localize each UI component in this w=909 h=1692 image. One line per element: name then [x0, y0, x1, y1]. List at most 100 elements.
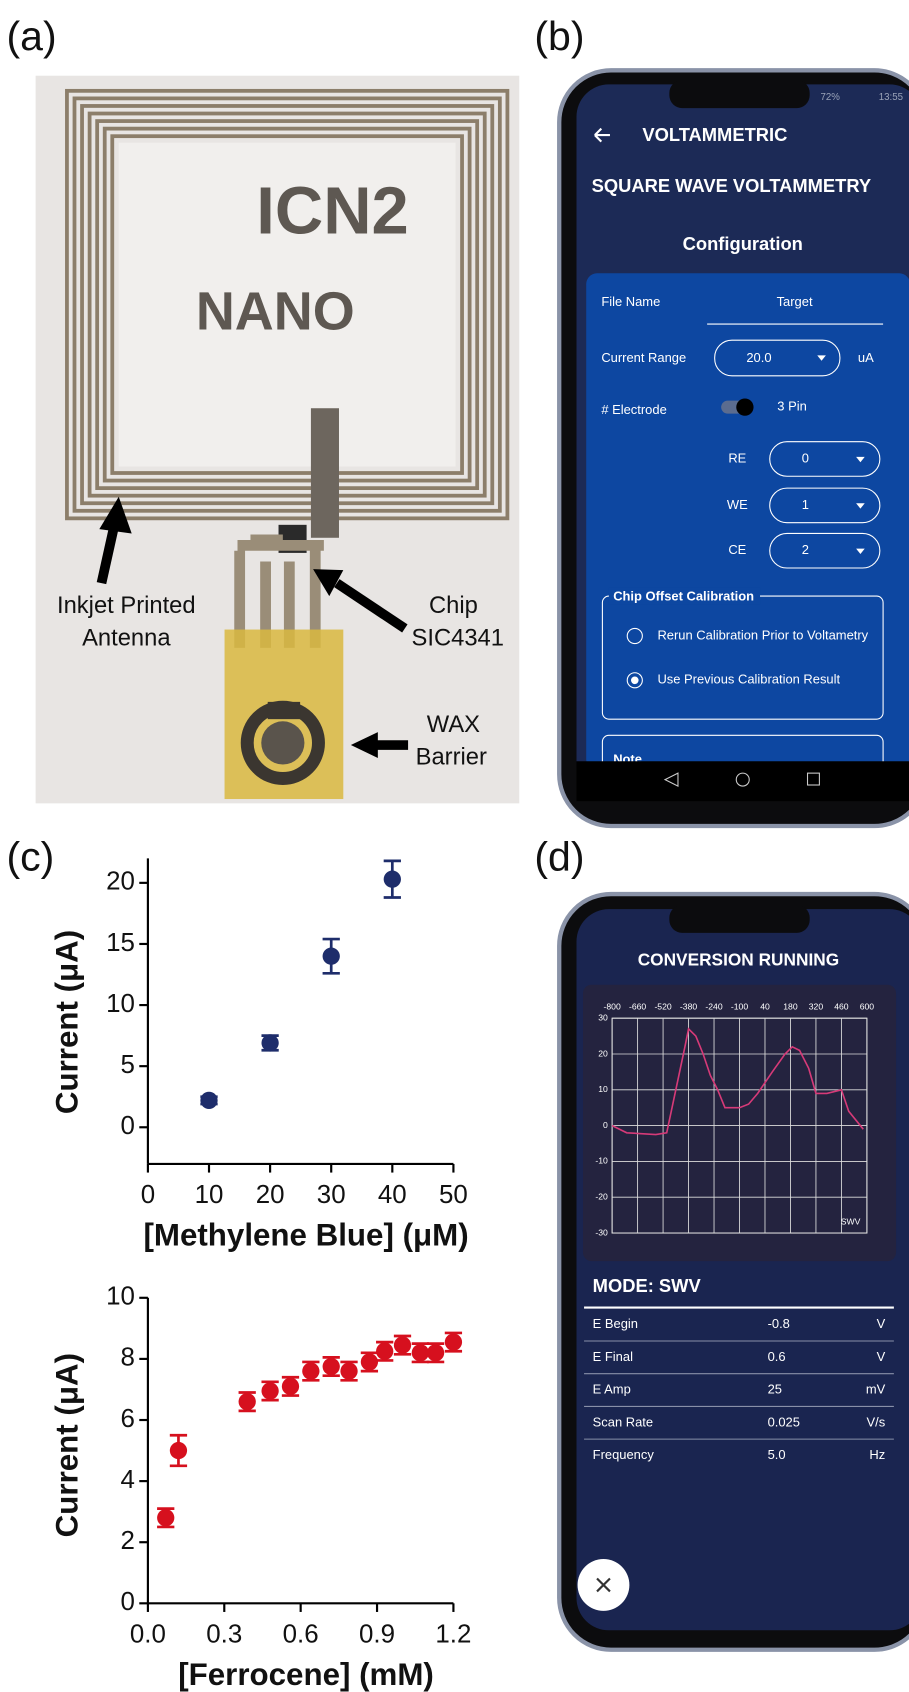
- param-value: 25: [768, 1382, 782, 1397]
- y-tick-label: 10: [598, 1084, 608, 1094]
- section-title: Configuration: [683, 233, 803, 254]
- panel-label: (b): [534, 13, 584, 59]
- annotation: Barrier: [416, 743, 487, 770]
- screen-title: CONVERSION RUNNING: [638, 950, 839, 970]
- y-tick-label: 6: [121, 1405, 135, 1433]
- annotation: Inkjet Printed: [57, 592, 196, 619]
- x-tick-label: -240: [705, 1002, 722, 1012]
- x-tick-label: 0: [141, 1181, 155, 1209]
- x-tick-label: 20: [256, 1181, 285, 1209]
- y-tick-label: 30: [598, 1012, 608, 1022]
- x-tick-label: -100: [731, 1002, 748, 1012]
- panel-label: (c): [6, 833, 54, 879]
- param-name: E Final: [593, 1349, 633, 1364]
- electrode-name: WE: [727, 497, 748, 512]
- point: [323, 948, 340, 965]
- point: [445, 1333, 462, 1350]
- annotation: SWV: [841, 1217, 861, 1227]
- annotation: Antenna: [82, 625, 171, 652]
- y-tick-label: 2: [121, 1527, 135, 1555]
- x-tick-label: 40: [760, 1002, 770, 1012]
- point: [170, 1442, 187, 1459]
- point: [323, 1358, 340, 1375]
- y-tick-label: -30: [595, 1227, 608, 1237]
- mode-title: MODE: SWV: [593, 1275, 702, 1296]
- file-name-input[interactable]: Target: [777, 294, 813, 309]
- point: [200, 1092, 217, 1109]
- y-tick-label: -20: [595, 1192, 608, 1202]
- panel-label: (d): [534, 833, 584, 879]
- radio-label: Use Previous Calibration Result: [657, 672, 840, 687]
- group-title: Chip Offset Calibration: [613, 589, 754, 604]
- device-photo: ICN2 NANO Inkjet Printed Antenna Chip SI…: [36, 76, 520, 804]
- param-name: E Begin: [593, 1316, 638, 1331]
- status-time: 13:55: [879, 92, 903, 103]
- param-value: 0.025: [768, 1414, 800, 1429]
- field-label: File Name: [601, 294, 660, 309]
- electrode-name: CE: [728, 542, 746, 557]
- x-tick-label: 0.9: [359, 1621, 395, 1649]
- field-label: # Electrode: [601, 402, 666, 417]
- status-battery: 72%: [820, 92, 840, 103]
- annotation: Chip: [429, 592, 478, 619]
- panel-label: (a): [6, 13, 56, 59]
- x-tick-label: 30: [317, 1181, 346, 1209]
- param-name: Frequency: [593, 1447, 655, 1462]
- x-tick-label: -800: [603, 1002, 620, 1012]
- param-unit: V: [877, 1349, 886, 1364]
- x-tick-label: -380: [680, 1002, 697, 1012]
- logo-text: NANO: [196, 282, 355, 342]
- x-tick-label: -660: [629, 1002, 646, 1012]
- y-tick-label: 4: [121, 1466, 135, 1494]
- x-tick-label: 600: [860, 1002, 875, 1012]
- y-tick-label: 5: [121, 1051, 135, 1079]
- x-tick-label: 320: [809, 1002, 824, 1012]
- point: [302, 1362, 319, 1379]
- unit: uA: [858, 350, 874, 365]
- x-tick-label: 40: [378, 1181, 407, 1209]
- point: [261, 1382, 278, 1399]
- point: [427, 1344, 444, 1361]
- param-unit: mV: [866, 1382, 886, 1397]
- field-label: Current Range: [601, 350, 686, 365]
- y-tick-label: 8: [121, 1344, 135, 1372]
- x-tick-label: 10: [195, 1181, 224, 1209]
- y-tick-label: 0: [121, 1588, 135, 1616]
- point: [239, 1393, 256, 1410]
- point: [282, 1378, 299, 1395]
- point: [361, 1353, 378, 1370]
- point: [376, 1343, 393, 1360]
- x-tick-label: 1.2: [435, 1621, 471, 1649]
- logo-text: ICN2: [256, 174, 408, 249]
- point: [340, 1362, 357, 1379]
- y-tick-label: 0: [121, 1112, 135, 1140]
- select-value: 1: [802, 497, 809, 512]
- point: [157, 1509, 174, 1526]
- y-axis-title: Current (μA): [49, 1353, 84, 1537]
- x-tick-label: 0.0: [130, 1621, 166, 1649]
- param-name: E Amp: [593, 1382, 631, 1397]
- param-unit: Hz: [869, 1447, 885, 1462]
- select-value: 0: [802, 450, 809, 465]
- param-name: Scan Rate: [593, 1414, 653, 1429]
- point: [261, 1034, 278, 1051]
- param-value: 0.6: [768, 1349, 786, 1364]
- y-tick-label: 0: [603, 1120, 608, 1130]
- y-tick-label: 20: [598, 1048, 608, 1058]
- y-tick-label: -10: [595, 1156, 608, 1166]
- y-axis-title: Current (μA): [49, 930, 84, 1114]
- phone-configuration: 72% 13:55 VOLTAMMETRIC SQUARE WAVE VOLTA…: [559, 70, 909, 826]
- select-value: 2: [802, 542, 809, 557]
- point: [394, 1337, 411, 1354]
- electrode-name: RE: [728, 450, 746, 465]
- point: [384, 871, 401, 888]
- toggle-value: 3 Pin: [777, 399, 807, 414]
- select-value: 20.0: [746, 350, 771, 365]
- annotation: SIC4341: [412, 625, 504, 652]
- figure: (a) (b) (c) (d) ICN2 NANO: [0, 0, 909, 1692]
- method-title: SQUARE WAVE VOLTAMMETRY: [592, 175, 872, 196]
- param-value: 5.0: [768, 1447, 786, 1462]
- y-tick-label: 10: [106, 990, 135, 1018]
- x-axis-title: [Methylene Blue] (μM): [143, 1218, 468, 1253]
